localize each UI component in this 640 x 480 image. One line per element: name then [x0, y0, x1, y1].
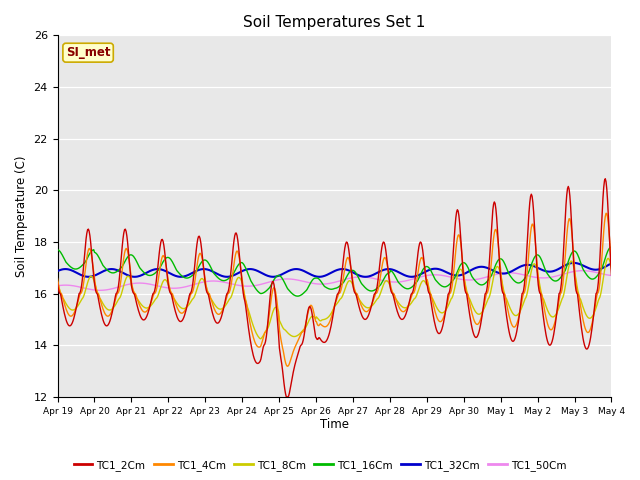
Y-axis label: Soil Temperature (C): Soil Temperature (C) — [15, 156, 28, 277]
Text: SI_met: SI_met — [66, 46, 110, 59]
Legend: TC1_2Cm, TC1_4Cm, TC1_8Cm, TC1_16Cm, TC1_32Cm, TC1_50Cm: TC1_2Cm, TC1_4Cm, TC1_8Cm, TC1_16Cm, TC1… — [69, 456, 571, 475]
Title: Soil Temperatures Set 1: Soil Temperatures Set 1 — [243, 15, 426, 30]
X-axis label: Time: Time — [320, 419, 349, 432]
